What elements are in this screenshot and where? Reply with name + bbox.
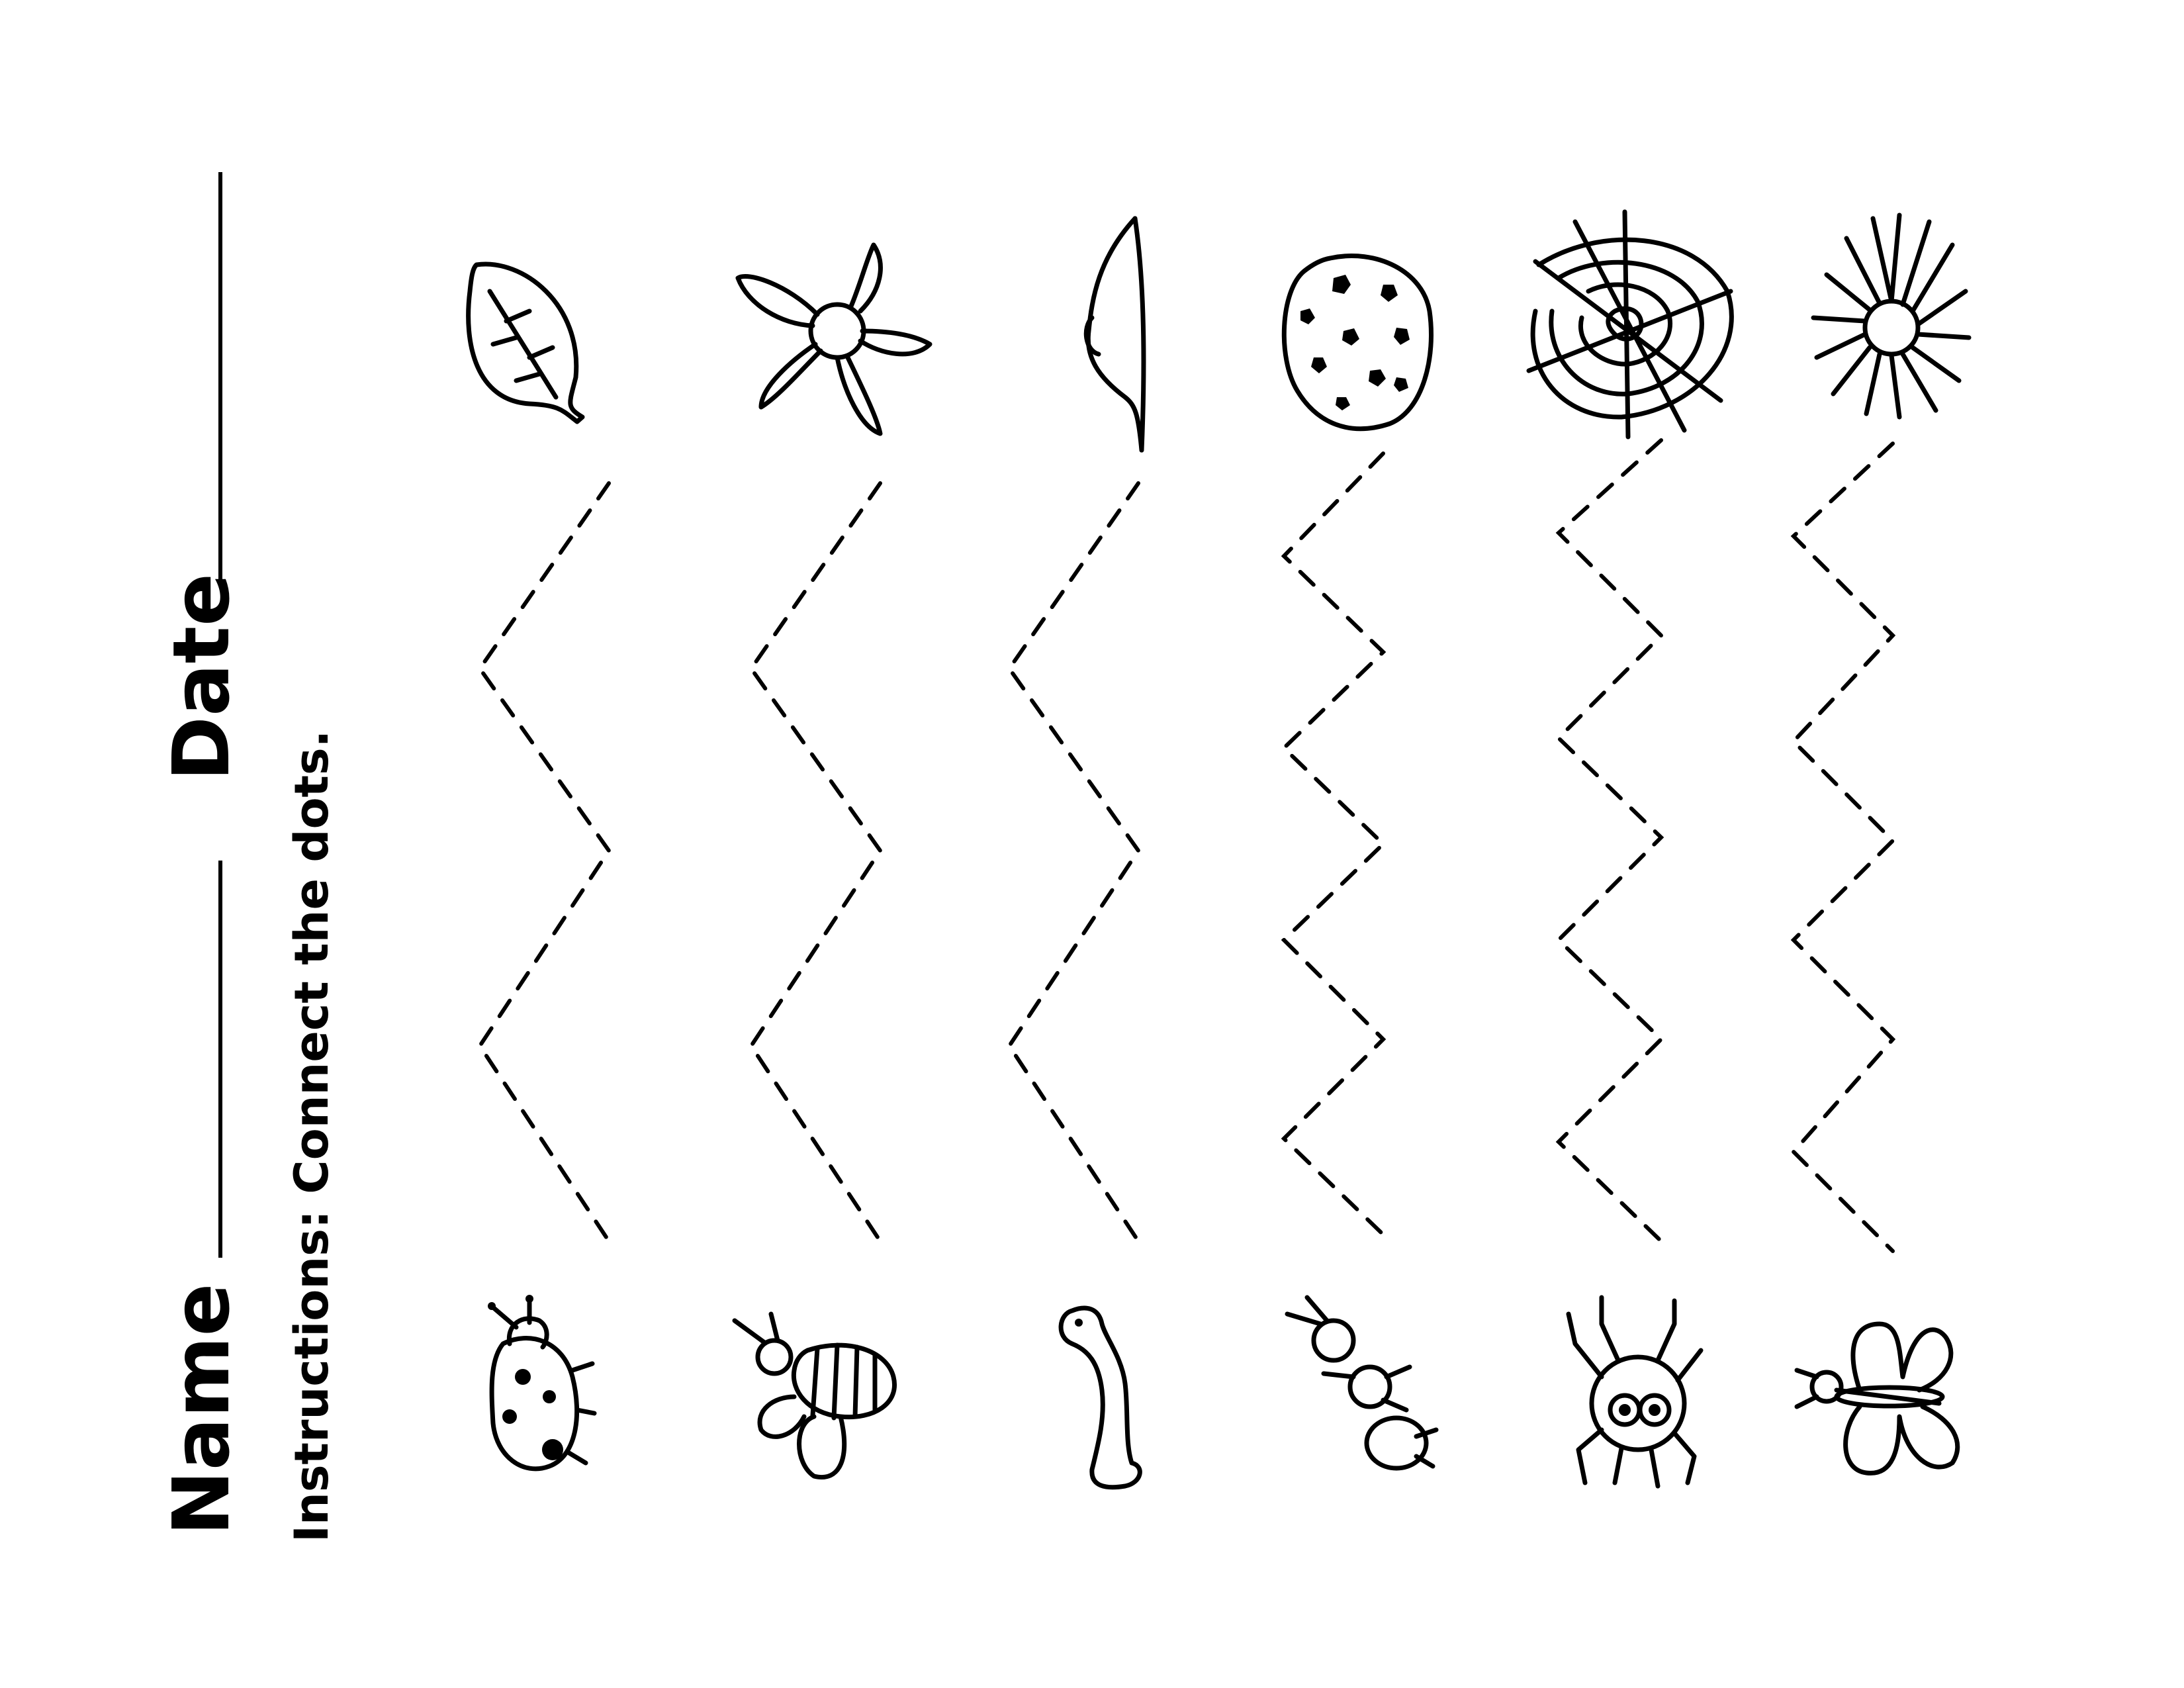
tracing-path-3[interactable]: [1007, 481, 1141, 1243]
leaf-icon: [466, 261, 585, 424]
flower-icon: [735, 242, 933, 436]
daisy-icon: [1811, 212, 1972, 420]
worm-icon: [1058, 1305, 1142, 1490]
tracing-path-1[interactable]: [477, 481, 612, 1243]
cookie-icon: [1281, 254, 1433, 432]
tracing-path-6[interactable]: [1790, 442, 1896, 1253]
tracing-path-5[interactable]: [1555, 438, 1664, 1243]
bee-icon: [732, 1311, 897, 1479]
tracing-path-2[interactable]: [749, 481, 883, 1243]
leaf-edge-icon: [1083, 216, 1146, 453]
spider-icon: [1566, 1295, 1704, 1489]
spider-web-icon: [1526, 209, 1734, 440]
butterfly-icon: [1794, 1321, 1960, 1476]
ladybug-icon: [488, 1295, 597, 1472]
ant-icon: [1285, 1295, 1439, 1471]
tracing-path-4[interactable]: [1281, 451, 1387, 1237]
